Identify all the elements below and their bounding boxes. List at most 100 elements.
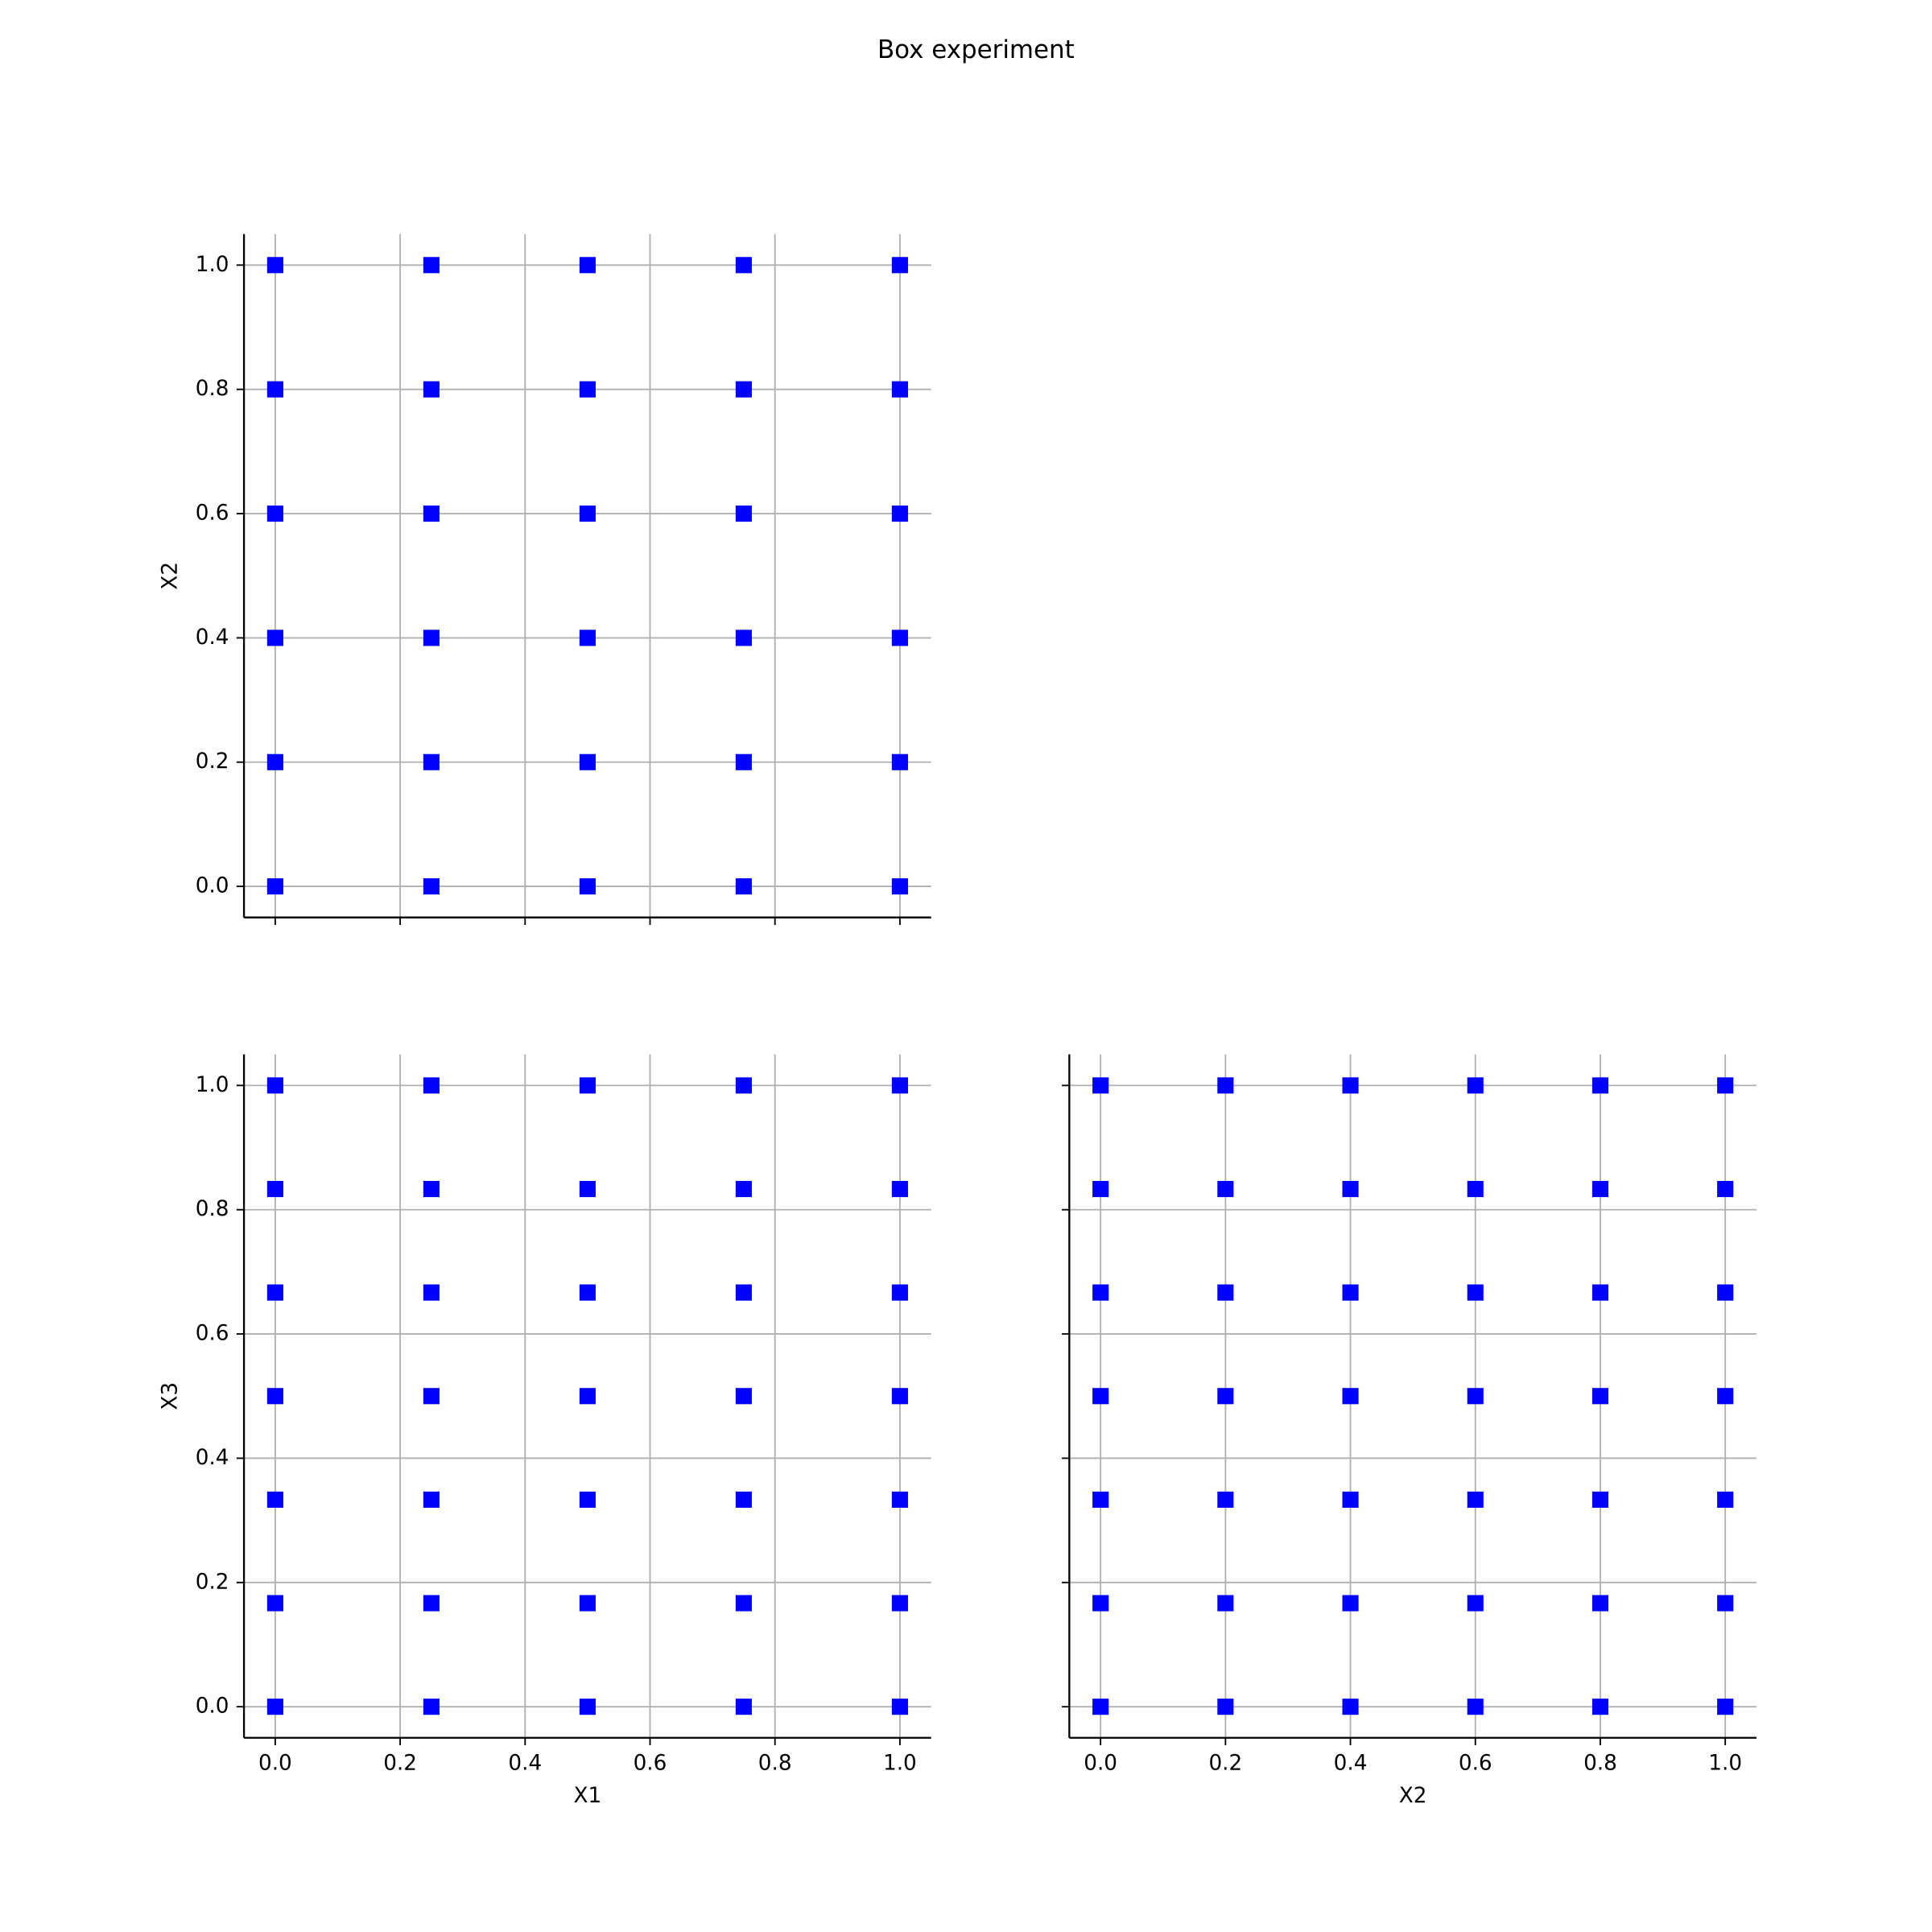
marker: [735, 1180, 752, 1198]
marker: [579, 753, 596, 770]
marker: [579, 630, 596, 646]
y-axis-label: X3: [158, 1382, 182, 1410]
marker: [423, 1284, 440, 1301]
marker: [735, 381, 752, 398]
marker: [1467, 1595, 1484, 1612]
marker: [891, 1388, 908, 1405]
marker: [735, 1595, 752, 1612]
marker: [423, 1491, 440, 1508]
y-tick-label: 0.0: [196, 874, 229, 898]
marker: [1467, 1180, 1484, 1198]
x-tick-label: 0.6: [634, 1752, 667, 1776]
marker: [579, 1180, 596, 1198]
marker: [423, 1180, 440, 1198]
marker: [735, 1388, 752, 1405]
marker: [1342, 1699, 1359, 1715]
x-axis-label: X2: [1399, 1784, 1427, 1808]
marker: [891, 505, 908, 522]
marker: [1342, 1284, 1359, 1301]
marker: [1342, 1595, 1359, 1612]
marker: [1717, 1699, 1734, 1715]
marker: [891, 1699, 908, 1715]
marker: [423, 753, 440, 770]
marker: [266, 1491, 283, 1508]
marker: [891, 1595, 908, 1612]
marker: [1092, 1180, 1109, 1198]
marker: [423, 505, 440, 522]
marker: [1217, 1180, 1234, 1198]
marker: [423, 1077, 440, 1094]
marker: [266, 381, 283, 398]
marker: [579, 1077, 596, 1094]
marker: [1591, 1284, 1609, 1301]
marker: [1717, 1491, 1734, 1508]
marker: [1092, 1595, 1109, 1612]
x-tick-label: 0.4: [1334, 1752, 1368, 1776]
y-tick-label: 0.6: [196, 1322, 229, 1346]
x-tick-label: 0.6: [1459, 1752, 1492, 1776]
marker: [423, 1699, 440, 1715]
marker: [1342, 1180, 1359, 1198]
marker: [1467, 1077, 1484, 1094]
marker: [735, 630, 752, 646]
marker: [891, 753, 908, 770]
marker: [266, 1388, 283, 1405]
marker: [579, 1388, 596, 1405]
marker: [1092, 1284, 1109, 1301]
marker: [579, 878, 596, 895]
marker: [266, 1077, 283, 1094]
marker: [266, 1699, 283, 1715]
y-tick-label: 0.8: [196, 377, 229, 401]
marker: [1217, 1699, 1234, 1715]
marker: [1092, 1077, 1109, 1094]
marker: [891, 1491, 908, 1508]
marker: [891, 878, 908, 895]
marker: [1342, 1388, 1359, 1405]
marker: [1717, 1284, 1734, 1301]
marker: [1591, 1388, 1609, 1405]
marker: [1217, 1077, 1234, 1094]
marker: [579, 381, 596, 398]
marker: [735, 257, 752, 274]
marker: [1217, 1284, 1234, 1301]
marker: [579, 1284, 596, 1301]
marker: [891, 1077, 908, 1094]
marker: [891, 257, 908, 274]
x-tick-label: 0.8: [758, 1752, 792, 1776]
y-tick-label: 0.2: [196, 749, 229, 774]
marker: [1217, 1595, 1234, 1612]
x-tick-label: 0.2: [1208, 1752, 1242, 1776]
marker: [579, 1699, 596, 1715]
marker: [735, 1491, 752, 1508]
marker: [266, 257, 283, 274]
x-tick-label: 0.0: [1084, 1752, 1117, 1776]
marker: [266, 630, 283, 646]
marker: [891, 1284, 908, 1301]
marker: [1591, 1180, 1609, 1198]
figure-title: Box experiment: [877, 35, 1075, 64]
x-axis-label: X1: [574, 1784, 602, 1808]
marker: [579, 1595, 596, 1612]
marker: [735, 1699, 752, 1715]
marker: [423, 878, 440, 895]
y-tick-label: 0.4: [196, 625, 229, 650]
marker: [1217, 1491, 1234, 1508]
marker: [1591, 1699, 1609, 1715]
y-tick-label: 0.4: [196, 1446, 229, 1470]
y-tick-label: 0.8: [196, 1197, 229, 1221]
marker: [1591, 1595, 1609, 1612]
marker: [423, 1388, 440, 1405]
marker: [735, 753, 752, 770]
marker: [1092, 1491, 1109, 1508]
marker: [1342, 1077, 1359, 1094]
marker: [266, 1595, 283, 1612]
marker: [1467, 1388, 1484, 1405]
marker: [1717, 1595, 1734, 1612]
x-tick-label: 0.4: [508, 1752, 542, 1776]
marker: [266, 878, 283, 895]
marker: [266, 1180, 283, 1198]
marker: [1217, 1388, 1234, 1405]
marker: [735, 878, 752, 895]
marker: [1467, 1284, 1484, 1301]
